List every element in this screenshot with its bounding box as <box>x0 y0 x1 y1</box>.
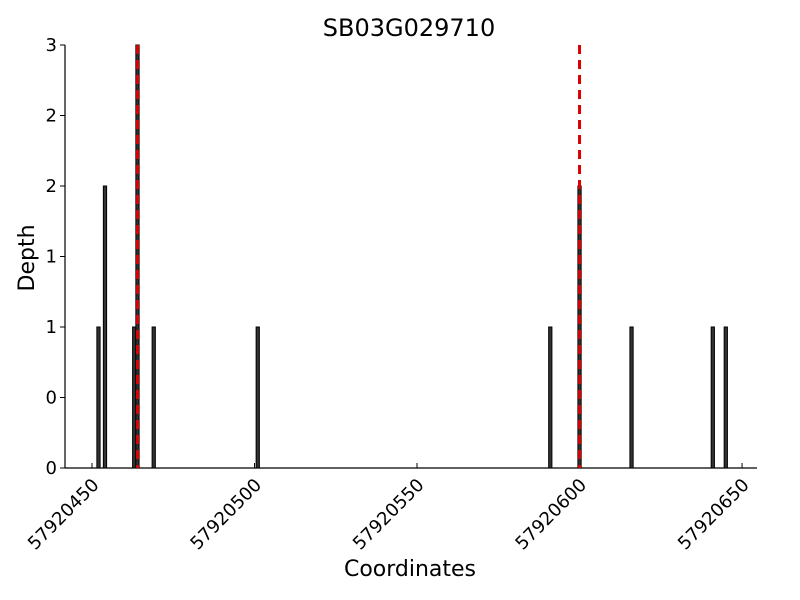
x-tick-label: 57920600 <box>511 475 591 555</box>
bar <box>548 326 553 469</box>
y-tick-label: 0 <box>46 458 57 479</box>
y-tick-label: 0 <box>46 388 57 409</box>
y-tick-label: 2 <box>46 176 57 197</box>
x-tick-label: 57920450 <box>24 475 104 555</box>
y-tick-label: 2 <box>46 106 57 127</box>
bar <box>629 326 634 469</box>
bar <box>255 326 260 469</box>
chart-title: SB03G029710 <box>323 14 495 42</box>
y-tick-label: 1 <box>46 317 57 338</box>
x-axis-label: Coordinates <box>344 557 476 582</box>
y-tick-label: 1 <box>46 247 57 268</box>
x-tick-label: 57920650 <box>674 475 754 555</box>
bar <box>96 326 101 469</box>
x-tick-label: 57920500 <box>186 475 266 555</box>
y-axis-label: Depth <box>15 224 40 291</box>
x-tick-label: 57920550 <box>349 475 429 555</box>
bar <box>102 185 108 469</box>
y-tick-label: 3 <box>46 35 57 56</box>
bar <box>710 326 715 469</box>
bar <box>723 326 728 469</box>
bar <box>151 326 156 469</box>
